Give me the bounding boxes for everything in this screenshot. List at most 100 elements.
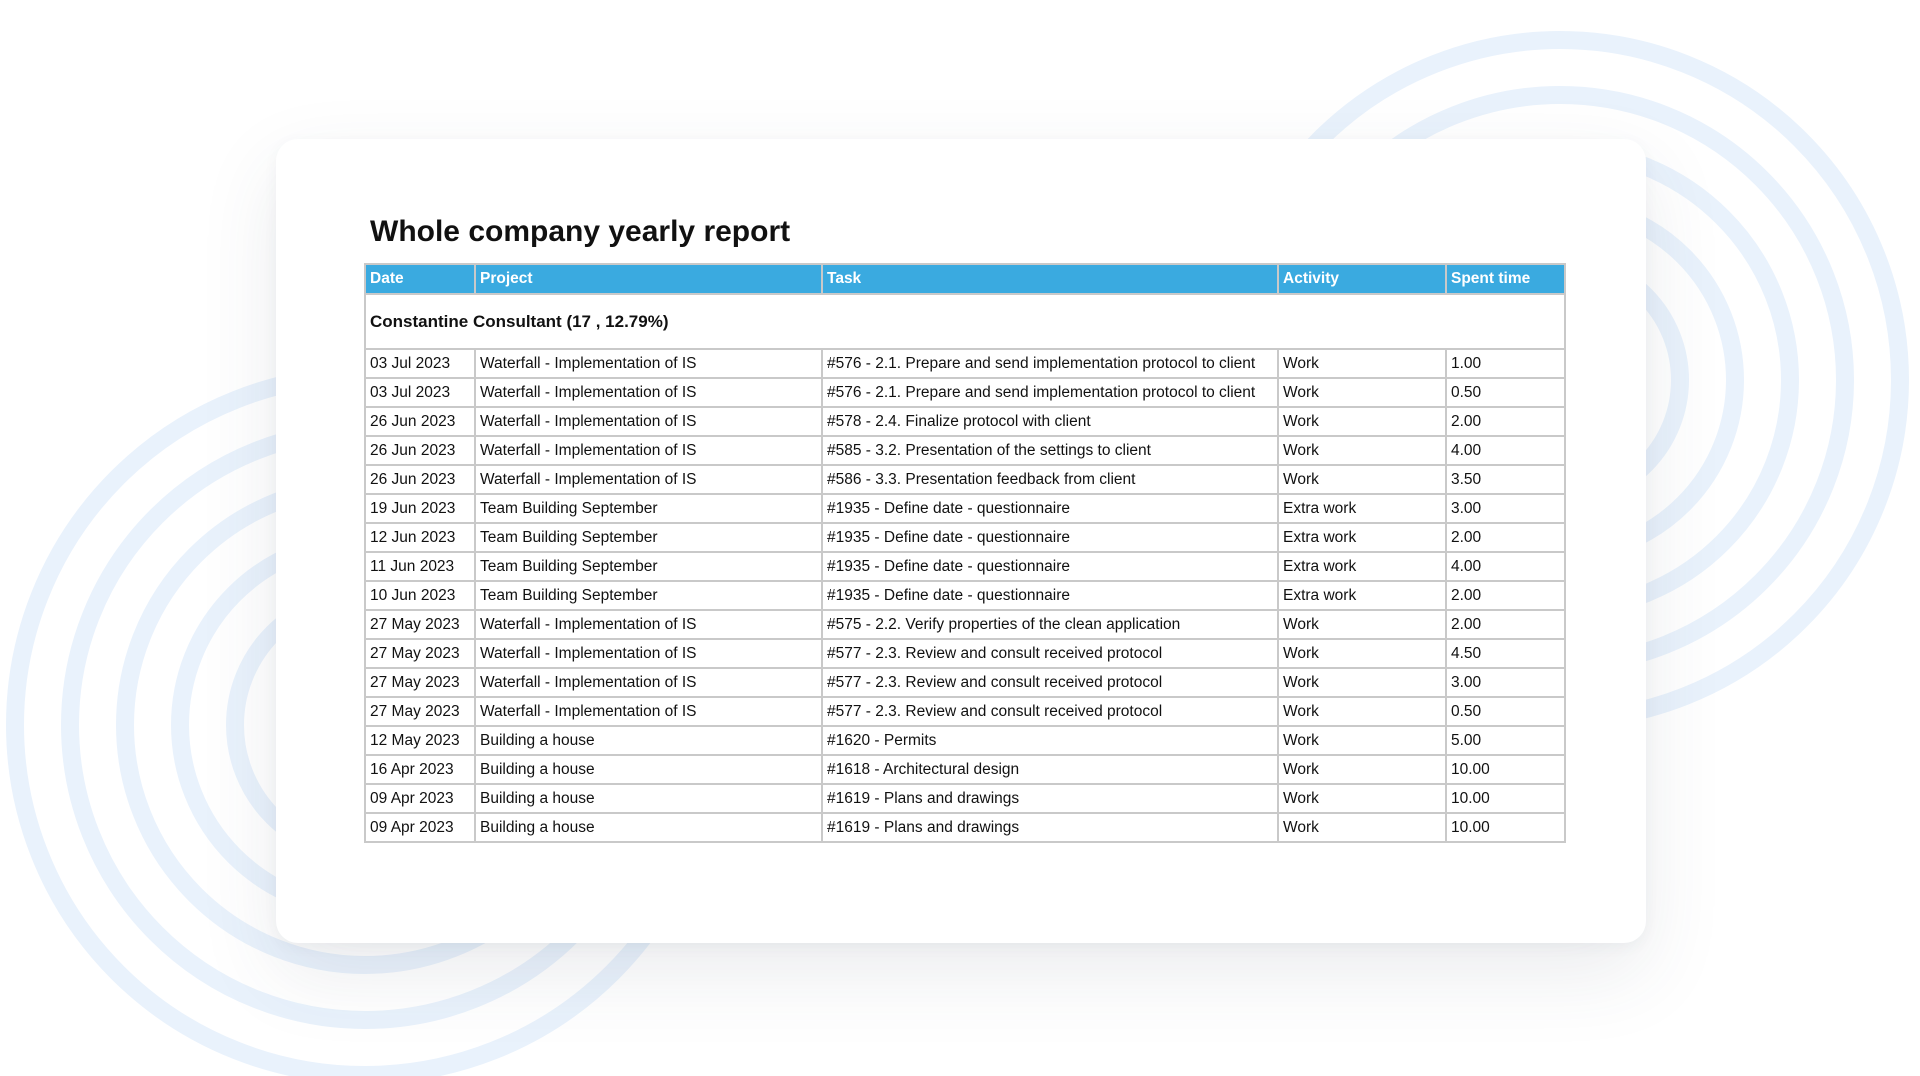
table-row: 26 Jun 2023 Waterfall - Implementation of… [364, 406, 1566, 437]
cell-project: Waterfall - Implementation of IS [474, 435, 823, 466]
cell-date: 09 Apr 2023 [364, 812, 476, 843]
cell-date: 27 May 2023 [364, 667, 476, 698]
cell-project: Building a house [474, 812, 823, 843]
cell-spent-time: 10.00 [1445, 754, 1566, 785]
cell-task: #576 - 2.1. Prepare and send implementat… [821, 348, 1279, 379]
column-header-spent-time: Spent time [1445, 263, 1566, 295]
cell-spent-time: 2.00 [1445, 580, 1566, 611]
cell-task: #578 - 2.4. Finalize protocol with clien… [821, 406, 1279, 437]
table-row: 11 Jun 2023 Team Building September #1935 … [364, 551, 1566, 582]
table-row: 27 May 2023 Waterfall - Implementation of… [364, 638, 1566, 669]
cell-task: #575 - 2.2. Verify properties of the cle… [821, 609, 1279, 640]
cell-spent-time: 0.50 [1445, 696, 1566, 727]
table-body: Constantine Consultant (17 , 12.79%) 03 … [364, 293, 1566, 843]
cell-task: #1619 - Plans and drawings [821, 812, 1279, 843]
cell-task: #1935 - Define date - questionnaire [821, 493, 1279, 524]
cell-project: Waterfall - Implementation of IS [474, 638, 823, 669]
cell-project: Team Building September [474, 580, 823, 611]
cell-spent-time: 2.00 [1445, 522, 1566, 553]
cell-project: Team Building September [474, 522, 823, 553]
cell-task: #1619 - Plans and drawings [821, 783, 1279, 814]
cell-date: 11 Jun 2023 [364, 551, 476, 582]
cell-date: 26 Jun 2023 [364, 406, 476, 437]
cell-project: Waterfall - Implementation of IS [474, 609, 823, 640]
group-label: Constantine Consultant (17 , 12.79%) [364, 293, 1566, 350]
cell-date: 27 May 2023 [364, 609, 476, 640]
cell-date: 27 May 2023 [364, 638, 476, 669]
cell-activity: Work [1277, 696, 1447, 727]
cell-task: #1935 - Define date - questionnaire [821, 580, 1279, 611]
cell-date: 26 Jun 2023 [364, 464, 476, 495]
cell-project: Waterfall - Implementation of IS [474, 348, 823, 379]
cell-date: 12 Jun 2023 [364, 522, 476, 553]
cell-spent-time: 0.50 [1445, 377, 1566, 408]
cell-activity: Work [1277, 406, 1447, 437]
cell-date: 19 Jun 2023 [364, 493, 476, 524]
cell-project: Building a house [474, 783, 823, 814]
cell-activity: Extra work [1277, 580, 1447, 611]
cell-project: Waterfall - Implementation of IS [474, 667, 823, 698]
table-row: 26 Jun 2023 Waterfall - Implementation of… [364, 464, 1566, 495]
report-title: Whole company yearly report [370, 215, 791, 248]
cell-spent-time: 2.00 [1445, 406, 1566, 437]
cell-activity: Work [1277, 377, 1447, 408]
table-row: 10 Jun 2023 Team Building September #1935 … [364, 580, 1566, 611]
cell-spent-time: 5.00 [1445, 725, 1566, 756]
cell-date: 03 Jul 2023 [364, 377, 476, 408]
cell-spent-time: 4.00 [1445, 551, 1566, 582]
cell-activity: Work [1277, 725, 1447, 756]
cell-spent-time: 3.00 [1445, 493, 1566, 524]
column-header-task: Task [821, 263, 1279, 295]
table-row: 27 May 2023 Waterfall - Implementation of… [364, 667, 1566, 698]
cell-project: Waterfall - Implementation of IS [474, 696, 823, 727]
cell-activity: Work [1277, 348, 1447, 379]
table-row: 27 May 2023 Waterfall - Implementation of… [364, 696, 1566, 727]
cell-spent-time: 3.00 [1445, 667, 1566, 698]
cell-task: #1935 - Define date - questionnaire [821, 522, 1279, 553]
cell-project: Team Building September [474, 493, 823, 524]
column-header-date: Date [364, 263, 476, 295]
cell-spent-time: 2.00 [1445, 609, 1566, 640]
cell-date: 26 Jun 2023 [364, 435, 476, 466]
cell-task: #1620 - Permits [821, 725, 1279, 756]
cell-date: 12 May 2023 [364, 725, 476, 756]
cell-project: Waterfall - Implementation of IS [474, 377, 823, 408]
report-table: Date Project Task Activity Spent time Co… [364, 263, 1566, 843]
cell-task: #577 - 2.3. Review and consult received … [821, 667, 1279, 698]
table-header: Date Project Task Activity Spent time [364, 263, 1566, 295]
cell-task: #1618 - Architectural design [821, 754, 1279, 785]
table-row: 26 Jun 2023 Waterfall - Implementation of… [364, 435, 1566, 466]
cell-project: Building a house [474, 725, 823, 756]
cell-project: Team Building September [474, 551, 823, 582]
column-header-activity: Activity [1277, 263, 1447, 295]
cell-activity: Work [1277, 638, 1447, 669]
table-row: 09 Apr 2023 Building a house #1619 - Plans… [364, 783, 1566, 814]
group-row: Constantine Consultant (17 , 12.79%) [364, 293, 1566, 350]
cell-date: 16 Apr 2023 [364, 754, 476, 785]
column-header-project: Project [474, 263, 823, 295]
cell-task: #577 - 2.3. Review and consult received … [821, 638, 1279, 669]
cell-task: #1935 - Define date - questionnaire [821, 551, 1279, 582]
cell-activity: Work [1277, 667, 1447, 698]
table-row: 16 Apr 2023 Building a house #1618 - Archi… [364, 754, 1566, 785]
cell-date: 27 May 2023 [364, 696, 476, 727]
cell-date: 03 Jul 2023 [364, 348, 476, 379]
cell-activity: Extra work [1277, 522, 1447, 553]
cell-activity: Work [1277, 783, 1447, 814]
cell-activity: Extra work [1277, 493, 1447, 524]
table-row: 03 Jul 2023 Waterfall - Implementation of… [364, 348, 1566, 379]
cell-task: #585 - 3.2. Presentation of the settings… [821, 435, 1279, 466]
cell-spent-time: 10.00 [1445, 812, 1566, 843]
cell-spent-time: 4.50 [1445, 638, 1566, 669]
table-row: 19 Jun 2023 Team Building September #1935 … [364, 493, 1566, 524]
cell-task: #576 - 2.1. Prepare and send implementat… [821, 377, 1279, 408]
cell-spent-time: 3.50 [1445, 464, 1566, 495]
cell-activity: Extra work [1277, 551, 1447, 582]
cell-date: 10 Jun 2023 [364, 580, 476, 611]
table-row: 12 May 2023 Building a house #1620 - Permi… [364, 725, 1566, 756]
cell-project: Building a house [474, 754, 823, 785]
cell-project: Waterfall - Implementation of IS [474, 464, 823, 495]
cell-task: #586 - 3.3. Presentation feedback from c… [821, 464, 1279, 495]
table-row: 27 May 2023 Waterfall - Implementation of… [364, 609, 1566, 640]
